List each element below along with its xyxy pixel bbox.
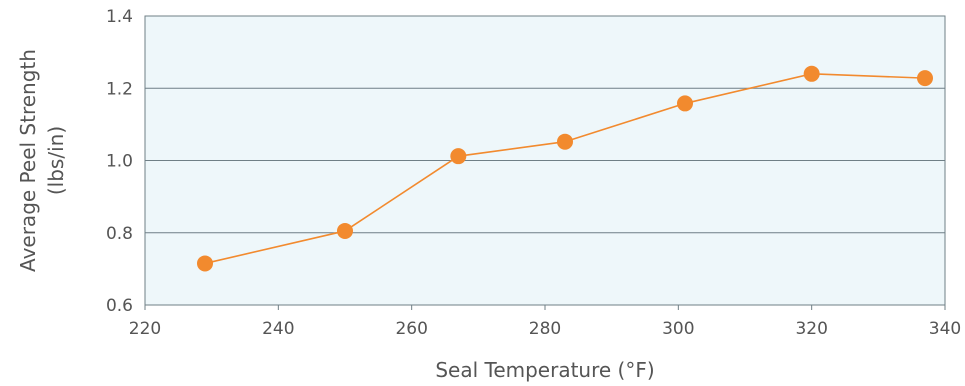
x-tick-label: 220 xyxy=(129,319,161,339)
y-axis-title-line: Average Peel Strength xyxy=(16,49,40,272)
x-axis-ticks: 220 240 260 280 300 320 340 xyxy=(129,305,961,339)
x-axis-title: Seal Temperature (°F) xyxy=(435,358,654,382)
svg-text:Average Peel Strength(lbs/in): Average Peel Strength (lbs/in) xyxy=(16,49,68,272)
y-axis-title: Average Peel Strength (lbs/in) xyxy=(16,49,68,272)
x-tick-label: 260 xyxy=(395,319,427,339)
y-tick-label: 1.0 xyxy=(106,152,133,172)
data-point xyxy=(197,255,213,272)
data-point xyxy=(337,222,353,239)
y-tick-label: 1.4 xyxy=(106,7,133,27)
x-tick-label: 240 xyxy=(262,319,294,339)
x-tick-label: 340 xyxy=(929,319,961,339)
x-tick-label: 280 xyxy=(529,319,561,339)
y-axis-title-line: (lbs/in) xyxy=(44,126,68,195)
y-axis-ticks: 0.6 0.8 1.0 1.2 1.4 xyxy=(106,7,133,316)
series-group xyxy=(197,65,933,272)
x-tick-label: 320 xyxy=(795,319,827,339)
data-point xyxy=(557,133,573,150)
y-tick-label: 0.8 xyxy=(106,224,133,244)
y-tick-label: 0.6 xyxy=(106,296,133,316)
y-tick-label: 1.2 xyxy=(106,79,133,99)
data-point xyxy=(917,70,933,87)
data-point xyxy=(677,95,693,112)
data-point xyxy=(450,148,467,165)
x-tick-label: 300 xyxy=(662,319,694,339)
data-point xyxy=(803,65,820,82)
